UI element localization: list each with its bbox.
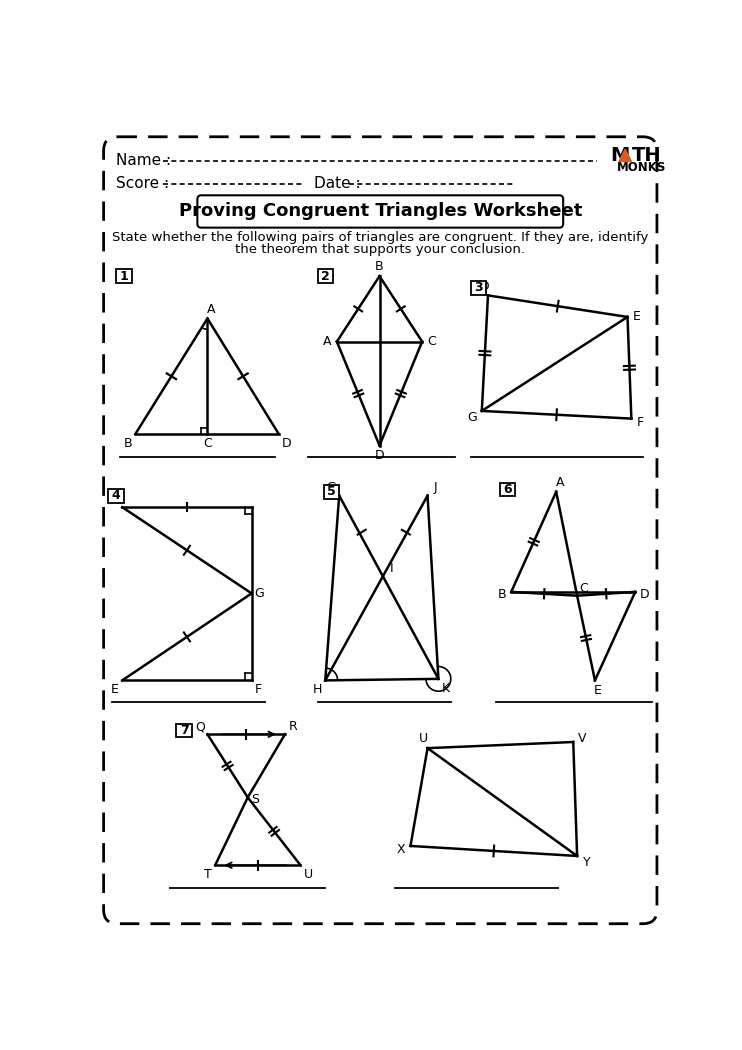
Text: B: B — [498, 588, 506, 601]
Text: Proving Congruent Triangles Worksheet: Proving Congruent Triangles Worksheet — [179, 203, 582, 220]
Text: Y: Y — [582, 856, 590, 868]
FancyBboxPatch shape — [324, 485, 339, 499]
Text: State whether the following pairs of triangles are congruent. If they are, ident: State whether the following pairs of tri… — [112, 231, 649, 245]
Text: 1: 1 — [119, 270, 128, 282]
Text: S: S — [252, 793, 260, 806]
Text: R: R — [289, 720, 297, 733]
FancyBboxPatch shape — [177, 723, 192, 737]
Text: T: T — [203, 868, 211, 881]
Text: A: A — [556, 476, 565, 489]
FancyBboxPatch shape — [197, 195, 563, 228]
Text: G: G — [255, 587, 264, 600]
Text: 2: 2 — [321, 270, 329, 282]
Text: E: E — [633, 311, 641, 323]
Text: J: J — [433, 481, 437, 495]
FancyBboxPatch shape — [471, 280, 487, 295]
FancyBboxPatch shape — [108, 488, 124, 503]
Text: C: C — [203, 437, 211, 449]
Text: MONKS: MONKS — [617, 161, 666, 174]
Text: D: D — [640, 588, 649, 601]
Text: F: F — [255, 684, 261, 696]
Text: B: B — [123, 437, 132, 449]
Text: TH: TH — [632, 146, 662, 165]
Text: E: E — [594, 684, 601, 697]
Text: the theorem that supports your conclusion.: the theorem that supports your conclusio… — [235, 244, 525, 256]
Text: D: D — [479, 279, 489, 293]
Text: B: B — [375, 260, 384, 273]
Text: F: F — [637, 416, 644, 429]
Text: U: U — [419, 733, 428, 746]
Text: 5: 5 — [327, 485, 336, 499]
Text: V: V — [578, 732, 587, 744]
Text: C: C — [427, 335, 436, 349]
Text: G: G — [467, 411, 477, 423]
Text: H: H — [313, 684, 322, 696]
Text: Date :: Date : — [314, 176, 361, 191]
Text: A: A — [324, 335, 332, 349]
Text: U: U — [303, 868, 313, 881]
FancyBboxPatch shape — [499, 483, 515, 497]
Text: I: I — [114, 492, 118, 506]
Text: Q: Q — [194, 720, 205, 733]
Text: 6: 6 — [503, 483, 512, 496]
Text: 4: 4 — [111, 489, 120, 502]
Text: Score :: Score : — [116, 176, 169, 191]
Text: C: C — [579, 582, 588, 594]
Text: A: A — [207, 302, 216, 316]
Text: D: D — [375, 449, 384, 462]
FancyBboxPatch shape — [116, 269, 131, 284]
Text: M: M — [611, 146, 630, 165]
Text: Name :: Name : — [116, 153, 171, 168]
FancyBboxPatch shape — [318, 269, 333, 284]
Text: K: K — [442, 681, 450, 695]
Text: 3: 3 — [474, 281, 483, 294]
Text: D: D — [282, 437, 292, 449]
Text: G: G — [326, 481, 336, 495]
Text: 7: 7 — [180, 723, 188, 737]
Text: X: X — [397, 843, 406, 857]
FancyBboxPatch shape — [104, 136, 657, 924]
Text: E: E — [111, 684, 119, 696]
Polygon shape — [619, 149, 631, 162]
Text: I: I — [390, 562, 394, 575]
